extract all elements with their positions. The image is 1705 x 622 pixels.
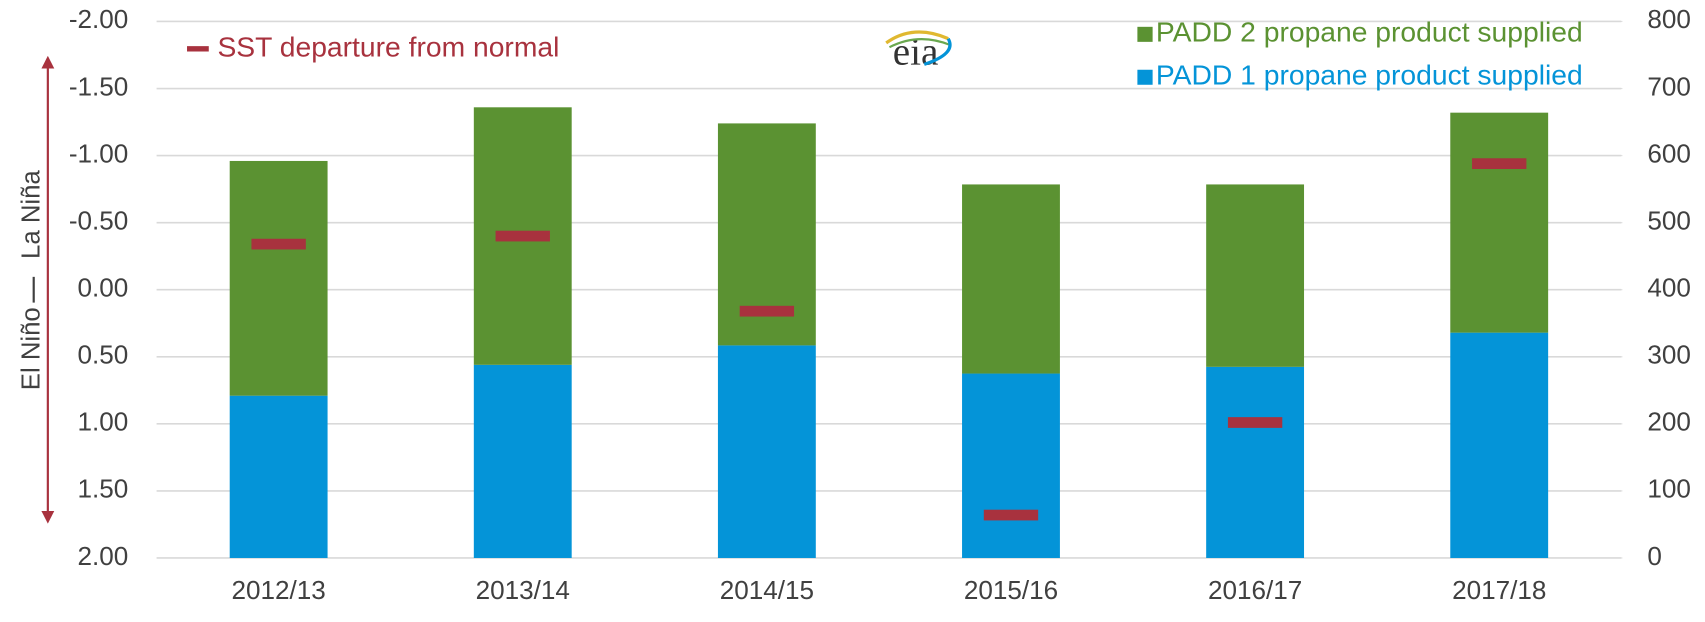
bar: [1206, 184, 1305, 367]
sst-marker: [1472, 158, 1527, 170]
y-tick-label: 0.00: [78, 275, 129, 303]
legend-label: PADD 2 propane product supplied: [1156, 17, 1583, 48]
x-tick-label: 2016/17: [1208, 577, 1302, 605]
bar: [229, 160, 328, 396]
legend-swatch: [1137, 26, 1153, 42]
x-tick-label: 2017/18: [1452, 577, 1546, 605]
bar: [473, 364, 572, 558]
legend-label: PADD 1 propane product supplied: [1156, 60, 1583, 91]
x-tick-label: 2014/15: [720, 577, 814, 605]
bar: [1450, 112, 1549, 333]
la-nina-label: La Niña: [17, 170, 45, 259]
sst-marker: [1227, 417, 1283, 428]
sst-marker: [739, 305, 795, 317]
y-tick-label: 1.50: [78, 476, 129, 504]
y2-tick-label: 500: [1647, 208, 1691, 236]
x-tick-label: 2013/14: [476, 577, 570, 605]
sst-marker: [983, 509, 1039, 521]
bar: [1450, 332, 1549, 558]
y2-tick-label: 800: [1647, 6, 1691, 34]
y2-tick-label: 300: [1647, 342, 1691, 370]
bar: [229, 395, 328, 558]
y-tick-label: -1.50: [69, 73, 128, 101]
y-tick-label: 2.00: [78, 543, 129, 571]
y2-tick-label: 0: [1647, 543, 1662, 571]
y-tick-label: -0.50: [69, 208, 128, 236]
el-nino-label: El Niño: [17, 307, 45, 390]
y-tick-label: -2.00: [69, 6, 128, 34]
logo-swoosh: [888, 38, 951, 49]
y2-tick-label: 600: [1647, 141, 1691, 169]
sst-marker: [251, 238, 306, 250]
y-tick-label: -1.00: [69, 141, 128, 169]
y2-tick-label: 200: [1647, 409, 1691, 437]
bar: [1206, 366, 1305, 558]
y-tick-label: 0.50: [78, 342, 129, 370]
legend-swatch: [187, 46, 209, 52]
y2-tick-label: 700: [1647, 73, 1691, 101]
bar: [962, 184, 1060, 374]
logo-swoosh: [885, 30, 949, 45]
bar: [962, 373, 1060, 558]
bar: [717, 345, 816, 558]
x-tick-label: 2015/16: [964, 577, 1058, 605]
y-tick-label: 1.00: [78, 409, 129, 437]
y2-tick-label: 400: [1647, 275, 1691, 303]
x-tick-label: 2012/13: [232, 577, 326, 605]
legend-swatch: [1137, 69, 1153, 85]
y2-tick-label: 100: [1647, 476, 1691, 504]
legend-label: SST departure from normal: [217, 32, 559, 63]
sst-marker: [495, 230, 550, 242]
logo-swoosh: [923, 37, 952, 66]
logo: eia: [893, 31, 939, 74]
